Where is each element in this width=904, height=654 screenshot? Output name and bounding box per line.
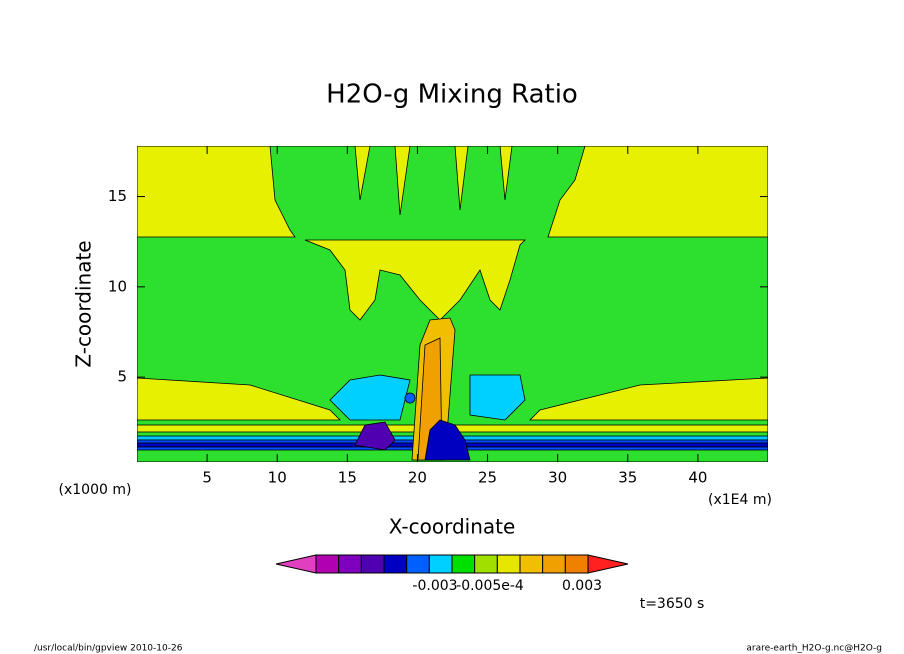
y-unit: (x1000 m) [59,482,132,498]
colorbar-box [451,554,476,574]
colorbar-label: 0.003 [562,578,602,594]
footer-right: arare-earth_H2O-g.nc@H2O-g [746,644,882,654]
colorbar-box [564,554,589,574]
y-tick-label: 15 [108,187,127,205]
colorbar-box [474,554,498,574]
x-tick-label: 20 [408,469,427,487]
footer-left: /usr/local/bin/gpview 2010-10-26 [34,644,183,654]
colorbar-box [428,554,453,574]
colorbar-label: -0.003 [412,578,457,594]
colorbar-box [519,554,544,574]
x-axis-label: X-coordinate [389,515,516,539]
colorbar-box [406,554,430,574]
x-tick-label: 40 [688,469,707,487]
x-unit: (x1E4 m) [708,492,772,508]
colorbar-box [360,554,385,574]
colorbar-box [338,554,362,574]
y-axis-label: Z-coordinate [72,240,96,367]
x-tick-label: 30 [548,469,567,487]
y-tick-label: 5 [117,368,127,386]
y-tick-label: 10 [108,277,127,295]
x-tick-label: 15 [338,469,357,487]
colorbar-label: -0.005e-4 [456,578,524,594]
colorbar-box [383,554,408,574]
colorbar-arrow [275,554,317,574]
contour-field [137,146,768,462]
colorbar-arrow [587,554,629,574]
chart-title: H2O-g Mixing Ratio [326,80,578,110]
colorbar-box [315,554,340,574]
x-tick-label: 25 [478,469,497,487]
time-annotation: t=3650 s [640,596,705,612]
colorbar-box [542,554,566,574]
colorbar-box [496,554,521,574]
x-tick-label: 5 [202,469,212,487]
x-tick-label: 35 [618,469,637,487]
x-tick-label: 10 [268,469,287,487]
